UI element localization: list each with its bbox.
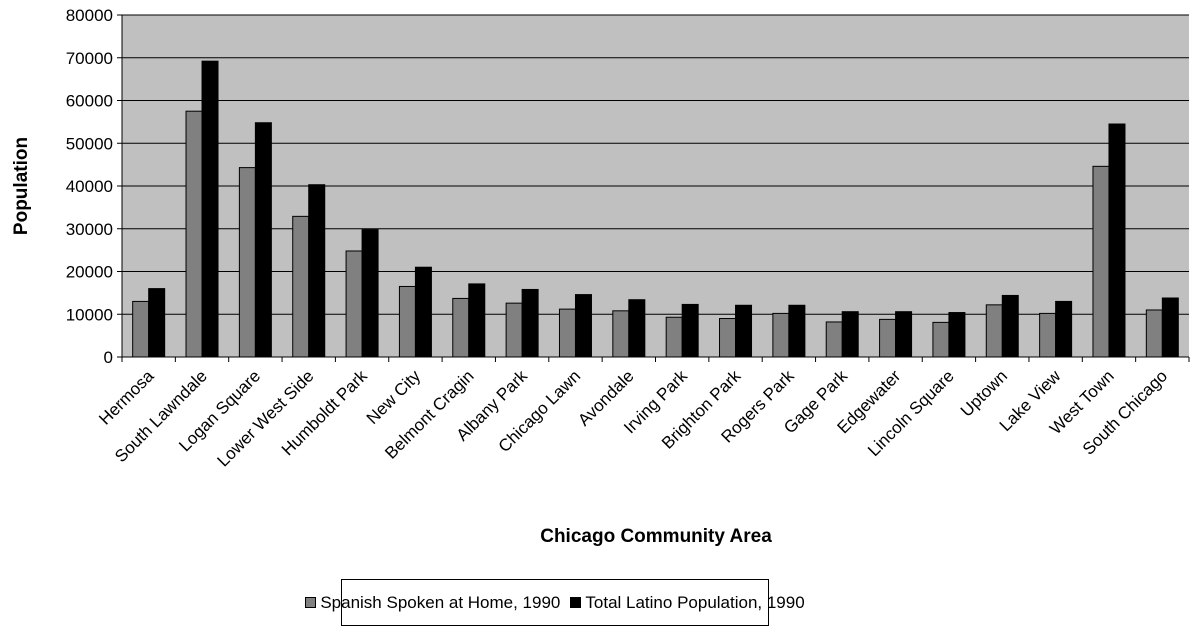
bar-spanish bbox=[932, 321, 950, 358]
bar-spanish bbox=[612, 310, 630, 358]
y-tick-label: 70000 bbox=[66, 49, 113, 68]
y-tick-label: 40000 bbox=[66, 177, 113, 196]
bar-total bbox=[201, 60, 219, 358]
legend-item-total: Total Latino Population, 1990 bbox=[570, 592, 805, 613]
y-tick-label: 30000 bbox=[66, 220, 113, 239]
y-tick-labels: 0 10000 20000 30000 40000 50000 60000 70000 8000… bbox=[66, 6, 113, 367]
bar-spanish bbox=[1039, 312, 1057, 358]
bar-spanish bbox=[132, 300, 150, 358]
bar-total bbox=[1001, 294, 1019, 358]
bar-spanish bbox=[452, 297, 470, 358]
bar-total bbox=[574, 294, 592, 358]
bar-spanish bbox=[879, 318, 897, 358]
bar-total bbox=[361, 229, 379, 358]
legend-swatch-spanish bbox=[305, 597, 317, 608]
legend-label-spanish: Spanish Spoken at Home, 1990 bbox=[320, 592, 561, 612]
axes bbox=[117, 14, 1190, 362]
bar-total bbox=[1161, 297, 1179, 358]
bar-total bbox=[628, 299, 646, 358]
y-tick-label: 80000 bbox=[66, 6, 113, 25]
bar-spanish bbox=[1092, 165, 1110, 358]
bar-total bbox=[841, 311, 859, 358]
bar-total bbox=[948, 312, 966, 358]
x-tick-label: Uptown bbox=[957, 366, 1011, 420]
bar-total bbox=[735, 304, 753, 358]
bar-total bbox=[414, 266, 432, 358]
bar-spanish bbox=[772, 312, 790, 358]
bar-total bbox=[254, 122, 272, 358]
legend: Spanish Spoken at Home, 1990 Total Latin… bbox=[305, 579, 805, 626]
bar-spanish bbox=[185, 110, 203, 358]
bar-total bbox=[788, 304, 806, 358]
x-tick-label: South Lawndale bbox=[111, 366, 211, 466]
bar-spanish bbox=[825, 321, 843, 358]
y-tick-label: 20000 bbox=[66, 263, 113, 282]
bar-spanish bbox=[345, 250, 363, 358]
bar-total bbox=[1108, 123, 1126, 358]
bar-total bbox=[1055, 300, 1073, 358]
x-tick-label: Lower West Side bbox=[213, 366, 317, 470]
y-tick-label: 10000 bbox=[66, 305, 113, 324]
bar-spanish bbox=[398, 285, 416, 358]
bar-total bbox=[681, 303, 699, 358]
bar-spanish bbox=[665, 316, 683, 358]
bar-spanish bbox=[505, 302, 523, 358]
y-tick-label: 0 bbox=[104, 348, 113, 367]
y-tick-label: 60000 bbox=[66, 92, 113, 111]
bar-spanish bbox=[719, 318, 737, 358]
bar-spanish bbox=[238, 167, 256, 358]
bar-total bbox=[148, 288, 166, 358]
x-axis-title: Chicago Community Area bbox=[540, 526, 772, 547]
bar-total bbox=[468, 283, 486, 358]
legend-label-total: Total Latino Population, 1990 bbox=[585, 592, 805, 612]
bar-total bbox=[521, 288, 539, 358]
bar-spanish bbox=[985, 304, 1003, 358]
legend-item-spanish: Spanish Spoken at Home, 1990 bbox=[305, 593, 560, 613]
y-axis-title: Population bbox=[11, 137, 32, 235]
y-tick-label: 50000 bbox=[66, 134, 113, 153]
bar-spanish bbox=[292, 215, 310, 358]
legend-swatch-total bbox=[570, 597, 582, 608]
bar-total bbox=[895, 311, 913, 358]
bar-spanish bbox=[558, 308, 576, 358]
bar-total bbox=[308, 184, 326, 358]
chart: 0 10000 20000 30000 40000 50000 60000 70000 8000… bbox=[11, 6, 1190, 547]
bar-spanish bbox=[1145, 309, 1163, 358]
